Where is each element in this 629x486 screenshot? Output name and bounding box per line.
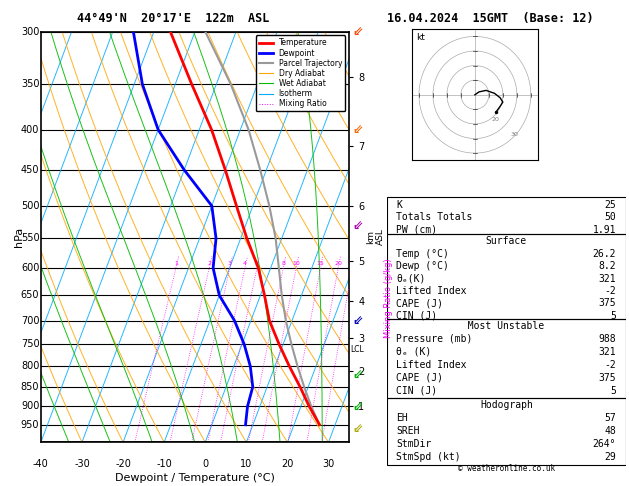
Text: ⇙: ⇙ (352, 123, 363, 136)
Text: 8.2: 8.2 (599, 261, 616, 271)
Text: 650: 650 (21, 290, 40, 300)
Text: 20: 20 (281, 459, 294, 469)
Bar (387, 398, 626, 466)
Text: 264°: 264° (593, 439, 616, 449)
Text: 988: 988 (599, 334, 616, 344)
Text: CIN (J): CIN (J) (396, 386, 438, 396)
Text: 550: 550 (21, 233, 40, 243)
Text: 0: 0 (202, 459, 208, 469)
Text: ⇙: ⇙ (352, 422, 363, 435)
Text: Totals Totals: Totals Totals (396, 212, 473, 223)
Text: Dewp (°C): Dewp (°C) (396, 261, 449, 271)
Text: StmDir: StmDir (396, 439, 431, 449)
Text: 2: 2 (207, 261, 211, 266)
Text: 5: 5 (255, 261, 259, 266)
Text: 950: 950 (21, 420, 40, 430)
Text: 4: 4 (243, 261, 247, 266)
Text: 15: 15 (316, 261, 325, 266)
Text: 700: 700 (21, 315, 40, 326)
Text: ⇙: ⇙ (352, 368, 363, 381)
Text: PW (cm): PW (cm) (396, 225, 438, 235)
Text: CIN (J): CIN (J) (396, 311, 438, 321)
Text: 400: 400 (21, 125, 40, 135)
Text: ⇙: ⇙ (352, 400, 363, 413)
Text: 5: 5 (610, 386, 616, 396)
Text: 8: 8 (281, 261, 285, 266)
Text: ⇙: ⇙ (352, 314, 363, 327)
Text: kt: kt (416, 33, 425, 42)
Text: 50: 50 (604, 212, 616, 223)
Text: -2: -2 (604, 360, 616, 370)
Text: 900: 900 (21, 401, 40, 411)
Text: Most Unstable: Most Unstable (457, 321, 556, 330)
Text: -2: -2 (604, 286, 616, 296)
Text: 1: 1 (174, 261, 178, 266)
Text: Temp (°C): Temp (°C) (396, 249, 449, 259)
Bar (387, 197, 626, 234)
Text: 16.04.2024  15GMT  (Base: 12): 16.04.2024 15GMT (Base: 12) (387, 12, 594, 25)
Text: StmSpd (kt): StmSpd (kt) (396, 452, 461, 463)
Text: EH: EH (396, 413, 408, 423)
Text: Hodograph: Hodograph (480, 400, 533, 410)
Text: θₑ(K): θₑ(K) (396, 274, 426, 284)
Text: 321: 321 (599, 347, 616, 357)
Text: K: K (396, 200, 403, 210)
Text: 30: 30 (510, 132, 518, 137)
Text: 30: 30 (323, 459, 335, 469)
Text: 750: 750 (21, 339, 40, 349)
Text: LCL: LCL (350, 345, 364, 354)
Text: Dewpoint / Temperature (°C): Dewpoint / Temperature (°C) (115, 473, 275, 483)
Bar (387, 319, 626, 398)
Text: SREH: SREH (396, 426, 420, 436)
Text: Pressure (mb): Pressure (mb) (396, 334, 473, 344)
Text: 350: 350 (21, 79, 40, 89)
Text: 321: 321 (599, 274, 616, 284)
Text: -40: -40 (33, 459, 49, 469)
Text: θₑ (K): θₑ (K) (396, 347, 431, 357)
Text: 20: 20 (492, 117, 500, 122)
Text: Mixing Ratio (g/kg): Mixing Ratio (g/kg) (384, 259, 392, 338)
Text: ⇙: ⇙ (352, 25, 363, 38)
Text: -20: -20 (115, 459, 131, 469)
Text: Lifted Index: Lifted Index (396, 286, 467, 296)
Text: 26.2: 26.2 (593, 249, 616, 259)
Text: CAPE (J): CAPE (J) (396, 298, 443, 309)
Text: 375: 375 (599, 298, 616, 309)
Text: 375: 375 (599, 373, 616, 383)
Text: 850: 850 (21, 382, 40, 392)
Y-axis label: km
ASL: km ASL (365, 228, 385, 245)
Text: ⇙: ⇙ (352, 219, 363, 232)
Text: 800: 800 (21, 361, 40, 371)
Text: 25: 25 (604, 200, 616, 210)
Text: 300: 300 (21, 27, 40, 36)
Text: -10: -10 (156, 459, 172, 469)
Text: 450: 450 (21, 165, 40, 175)
Text: 1.91: 1.91 (593, 225, 616, 235)
Text: © weatheronline.co.uk: © weatheronline.co.uk (458, 464, 555, 473)
Text: 48: 48 (604, 426, 616, 436)
Text: 5: 5 (610, 311, 616, 321)
Text: 44°49'N  20°17'E  122m  ASL: 44°49'N 20°17'E 122m ASL (77, 12, 269, 25)
Text: 57: 57 (604, 413, 616, 423)
Text: CAPE (J): CAPE (J) (396, 373, 443, 383)
Text: hPa: hPa (14, 227, 25, 247)
Text: 20: 20 (334, 261, 342, 266)
Text: 500: 500 (21, 201, 40, 211)
Text: 3: 3 (228, 261, 231, 266)
Text: -30: -30 (74, 459, 90, 469)
Bar (387, 234, 626, 319)
Text: 29: 29 (604, 452, 616, 463)
Text: Surface: Surface (486, 236, 527, 246)
Text: 600: 600 (21, 263, 40, 273)
Legend: Temperature, Dewpoint, Parcel Trajectory, Dry Adiabat, Wet Adiabat, Isotherm, Mi: Temperature, Dewpoint, Parcel Trajectory… (256, 35, 345, 111)
Text: 10: 10 (292, 261, 300, 266)
Text: Lifted Index: Lifted Index (396, 360, 467, 370)
Text: 10: 10 (240, 459, 252, 469)
